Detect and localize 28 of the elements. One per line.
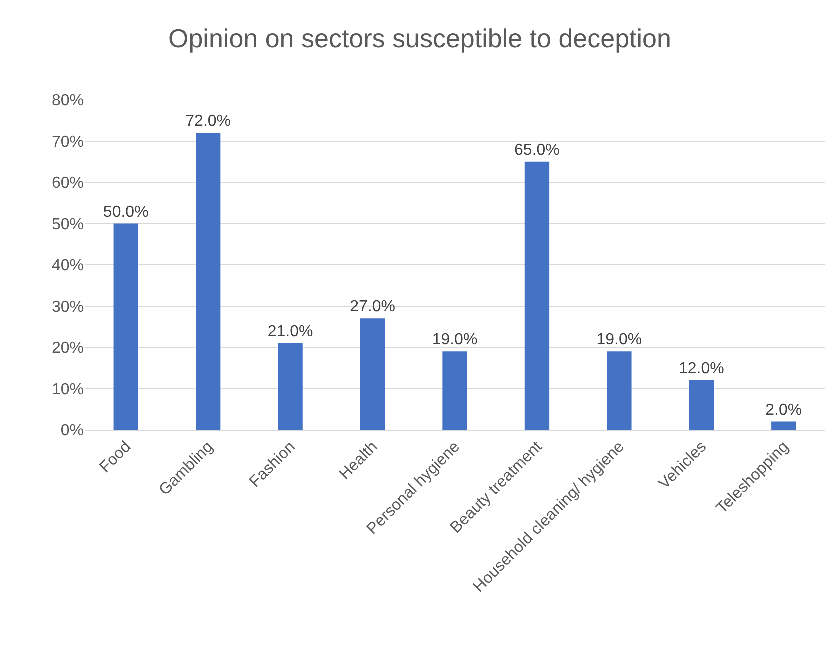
bar (360, 318, 386, 430)
bar (689, 380, 714, 430)
data-label: 72.0% (186, 113, 232, 130)
y-tick-label: 50% (52, 216, 84, 234)
bar (278, 343, 303, 430)
bar (442, 352, 468, 430)
data-label: 65.0% (514, 142, 560, 159)
data-label: 19.0% (596, 332, 642, 349)
data-label: 21.0% (268, 323, 314, 340)
chart-title: Opinion on sectors susceptible to deception (168, 24, 672, 54)
bar (772, 422, 796, 430)
bar (114, 224, 138, 430)
y-tick-label: 30% (52, 298, 84, 316)
y-tick-label: 20% (52, 340, 84, 358)
y-tick-label: 60% (52, 175, 84, 192)
bar (196, 133, 221, 430)
y-tick-label: 10% (52, 381, 84, 398)
data-label: 50.0% (103, 204, 149, 221)
y-tick-label: 0% (60, 422, 84, 440)
y-tick-label: 70% (52, 134, 84, 151)
y-tick-label: 40% (52, 258, 84, 275)
bar (607, 352, 632, 430)
bar (524, 162, 550, 430)
data-label: 19.0% (432, 332, 478, 349)
data-label: 12.0% (678, 360, 724, 378)
y-tick-label: 80% (52, 92, 84, 110)
data-label: 27.0% (350, 298, 396, 316)
data-label: 2.0% (766, 402, 802, 419)
